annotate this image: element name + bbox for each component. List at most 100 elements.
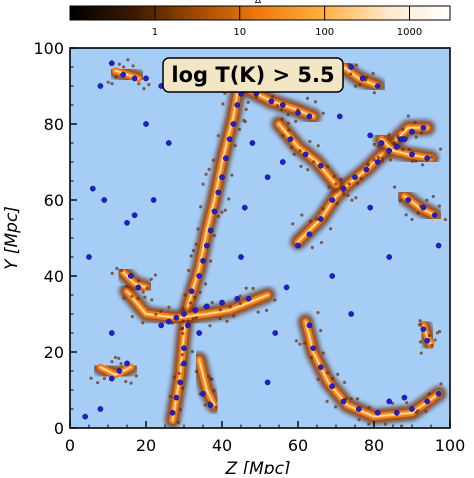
- gas-speck: [419, 131, 424, 135]
- gas-speck: [331, 376, 335, 381]
- halo-point: [207, 227, 214, 234]
- gas-speck: [316, 144, 320, 148]
- gas-speck: [264, 308, 269, 312]
- halo-point: [219, 299, 225, 306]
- gas-speck: [286, 121, 290, 125]
- halo-point: [97, 406, 104, 412]
- halo-point: [279, 159, 286, 165]
- gas-speck: [167, 305, 171, 309]
- halo-point: [203, 303, 210, 310]
- halo-point: [120, 71, 127, 78]
- halo-point: [181, 311, 187, 317]
- x-tick-label: 80: [364, 436, 384, 455]
- halo-point: [127, 273, 134, 279]
- gas-speck: [333, 405, 338, 409]
- gas-speck: [366, 163, 370, 167]
- halo-point: [363, 166, 370, 173]
- halo-point: [196, 273, 203, 279]
- halo-point: [124, 219, 130, 226]
- gas-speck: [172, 375, 176, 379]
- gas-speck: [275, 104, 280, 108]
- halo-point: [196, 330, 203, 336]
- halo-point: [97, 83, 104, 89]
- halo-point: [158, 322, 165, 329]
- gas-speck: [225, 319, 229, 323]
- filament: [115, 264, 154, 296]
- gas-speck: [142, 86, 146, 91]
- halo-point: [173, 394, 180, 401]
- gas-speck: [243, 120, 247, 124]
- halo-point: [310, 345, 317, 352]
- halo-point: [150, 197, 157, 203]
- gas-speck: [371, 71, 375, 76]
- gas-speck: [335, 201, 339, 205]
- halo-point: [165, 140, 172, 146]
- gas-speck: [122, 296, 126, 300]
- gas-speck: [96, 380, 100, 385]
- gas-speck: [188, 301, 193, 305]
- halo-point: [374, 409, 381, 416]
- gas-speck: [194, 242, 198, 246]
- gas-speck: [298, 148, 302, 153]
- gas-speck: [414, 159, 418, 163]
- gas-speck: [334, 182, 338, 186]
- halo-point: [108, 375, 115, 382]
- gas-speck: [405, 401, 409, 405]
- gas-speck: [355, 181, 360, 185]
- gas-speck: [387, 133, 391, 137]
- gas-speck: [113, 355, 118, 360]
- gas-speck: [329, 227, 333, 231]
- halo-point: [302, 151, 309, 158]
- gas-speck: [189, 254, 193, 258]
- halo-point: [215, 189, 222, 196]
- gas-speck: [273, 298, 277, 302]
- gas-speck: [376, 144, 380, 148]
- halo-point: [317, 162, 324, 169]
- gas-speck: [376, 156, 381, 160]
- gas-speck: [406, 114, 410, 118]
- gas-speck: [154, 312, 158, 317]
- gas-speck: [238, 294, 242, 298]
- halo-point: [348, 311, 355, 317]
- halo-point: [272, 330, 279, 336]
- gas-speck: [251, 286, 255, 291]
- gas-speck: [136, 296, 140, 301]
- gas-speck: [271, 95, 275, 99]
- x-tick-label: 100: [435, 436, 466, 455]
- gas-speck: [381, 156, 385, 160]
- halo-point: [424, 337, 431, 344]
- gas-speck: [131, 64, 135, 68]
- filament: [373, 131, 439, 167]
- halo-point: [386, 254, 393, 260]
- gas-speck: [181, 331, 185, 335]
- gas-speck: [332, 174, 336, 178]
- halo-point: [245, 295, 252, 302]
- halo-point: [306, 231, 313, 238]
- halo-point: [101, 197, 108, 203]
- gas-speck: [218, 308, 222, 312]
- halo-point: [238, 254, 244, 260]
- gas-speck: [232, 314, 236, 318]
- gas-speck: [194, 370, 198, 374]
- gas-speck: [210, 377, 214, 382]
- halo-point: [131, 212, 138, 219]
- gas-speck: [430, 155, 434, 159]
- halo-point: [165, 318, 172, 325]
- gas-speck: [220, 210, 224, 214]
- gas-speck: [159, 309, 163, 313]
- gas-speck: [211, 158, 216, 162]
- gas-speck: [392, 141, 397, 145]
- gas-speck: [143, 295, 147, 299]
- gas-speck: [218, 317, 222, 321]
- gas-speck: [319, 240, 324, 245]
- gas-speck: [153, 273, 157, 277]
- halo-point: [234, 295, 241, 302]
- colorbar-tick-label: 100: [315, 27, 334, 38]
- gas-speck: [199, 205, 203, 209]
- gas-speck: [325, 164, 330, 168]
- gas-speck: [346, 193, 350, 198]
- halo-point: [340, 398, 347, 405]
- filament: [335, 59, 386, 94]
- gas-speck: [110, 271, 114, 275]
- gas-speck: [214, 405, 218, 409]
